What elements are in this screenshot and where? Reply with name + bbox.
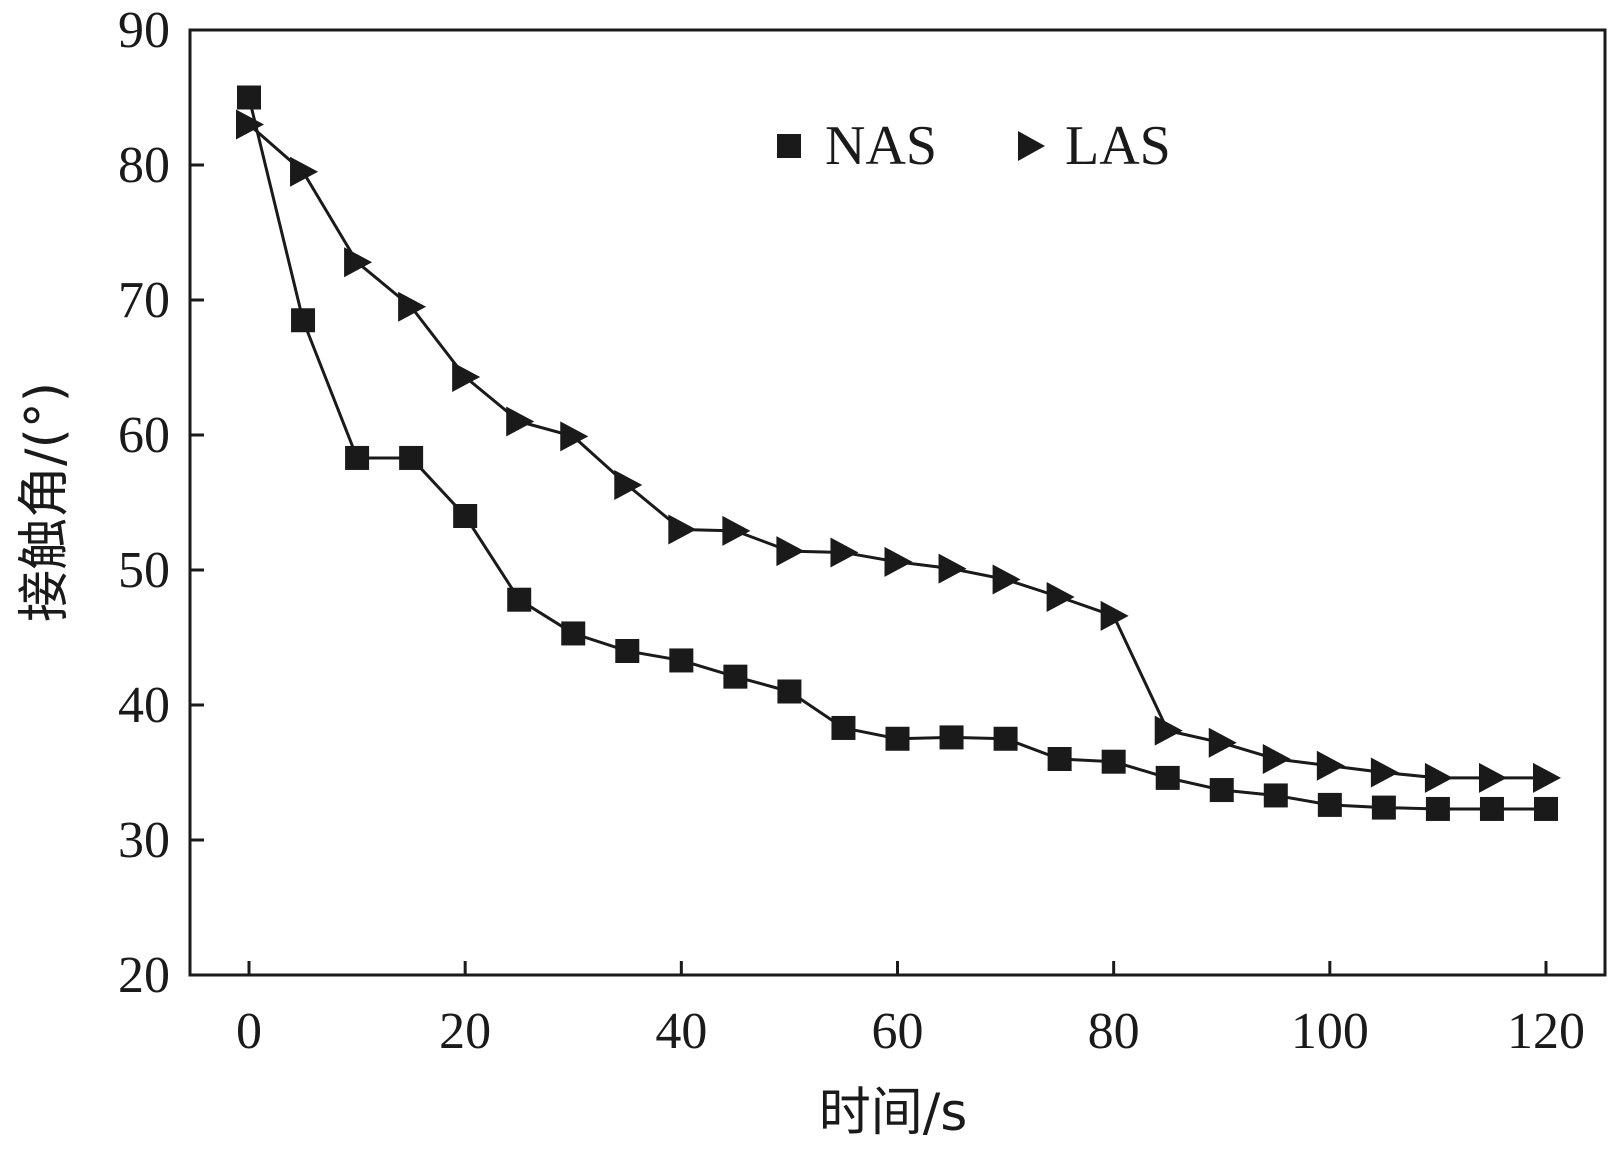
x-tick-label: 40	[655, 1003, 707, 1060]
data-point-las	[398, 291, 427, 322]
data-point-nas	[885, 726, 910, 751]
data-point-nas	[1263, 783, 1288, 808]
data-point-nas	[1371, 795, 1396, 820]
data-point-nas	[345, 445, 370, 470]
data-point-las	[1424, 762, 1453, 793]
data-point-las	[506, 406, 535, 437]
legend-label-nas: NAS	[825, 115, 937, 177]
data-point-nas	[1101, 749, 1126, 774]
data-point-las	[560, 421, 589, 452]
x-tick-label: 120	[1507, 1003, 1585, 1060]
data-point-las	[1533, 762, 1561, 793]
data-point-las	[1100, 600, 1129, 631]
data-point-nas	[723, 664, 748, 689]
data-point-las	[1046, 582, 1075, 612]
data-point-las	[236, 109, 264, 140]
data-point-nas	[939, 725, 964, 750]
data-point-las	[1262, 744, 1291, 774]
data-point-nas	[291, 308, 316, 333]
data-point-nas	[993, 726, 1018, 751]
series-line-nas	[247, 97, 1546, 811]
data-point-nas	[1209, 778, 1234, 803]
y-tick-label: 90	[118, 2, 170, 59]
data-point-las	[722, 515, 751, 546]
data-point-nas	[399, 445, 424, 470]
legend-marker-las	[1018, 131, 1045, 161]
data-point-las	[1478, 762, 1507, 793]
y-tick-label: 50	[118, 542, 170, 599]
y-tick-label: 40	[118, 677, 170, 734]
x-tick-label: 0	[236, 1003, 262, 1060]
data-point-las	[614, 469, 643, 500]
x-tick-label: 100	[1291, 1003, 1369, 1060]
data-point-las	[830, 537, 859, 568]
x-axis-title: 时间/s	[819, 1083, 968, 1143]
data-point-las	[776, 536, 805, 567]
data-point-nas	[237, 85, 261, 110]
data-point-nas	[1479, 796, 1504, 821]
series-layer	[236, 85, 1561, 821]
y-axis-title: 接触角/(°)	[15, 382, 75, 622]
y-tick-label: 80	[118, 137, 170, 194]
data-point-las	[668, 514, 697, 545]
y-tick-label: 30	[118, 812, 170, 869]
data-point-nas	[1425, 796, 1450, 821]
data-point-nas	[1155, 765, 1180, 790]
data-point-las	[938, 553, 967, 584]
y-axis-ticks: 20 30 40 50 60 70 80 90	[118, 2, 204, 1004]
data-point-nas	[1534, 796, 1558, 821]
data-point-nas	[507, 587, 532, 612]
x-tick-label: 60	[872, 1003, 924, 1060]
data-point-las	[344, 247, 373, 278]
y-tick-label: 70	[118, 272, 170, 329]
legend-label-las: LAS	[1065, 115, 1171, 177]
data-point-las	[1208, 727, 1237, 758]
series-line-las	[248, 123, 1546, 780]
data-point-las	[1370, 757, 1399, 788]
legend-marker-nas	[777, 134, 801, 158]
data-point-las	[290, 156, 319, 187]
data-point-nas	[831, 715, 856, 740]
data-point-las	[992, 564, 1021, 595]
data-point-las	[1154, 715, 1183, 746]
x-tick-label: 80	[1088, 1003, 1140, 1060]
legend: NAS LAS	[777, 115, 1171, 177]
data-point-nas	[1317, 792, 1342, 817]
data-point-nas	[669, 648, 694, 673]
data-point-nas	[615, 639, 640, 663]
x-axis-ticks: 0 20 40 60 80 100 120	[236, 961, 1585, 1060]
x-tick-label: 20	[439, 1003, 491, 1060]
data-point-las	[884, 546, 913, 577]
y-tick-label: 60	[118, 407, 170, 464]
data-point-nas	[1047, 747, 1072, 771]
data-point-las	[452, 361, 481, 392]
data-point-las	[1316, 750, 1345, 781]
data-point-nas	[561, 621, 586, 646]
data-point-nas	[453, 504, 478, 528]
y-tick-label: 20	[118, 947, 170, 1004]
data-point-nas	[777, 679, 802, 704]
